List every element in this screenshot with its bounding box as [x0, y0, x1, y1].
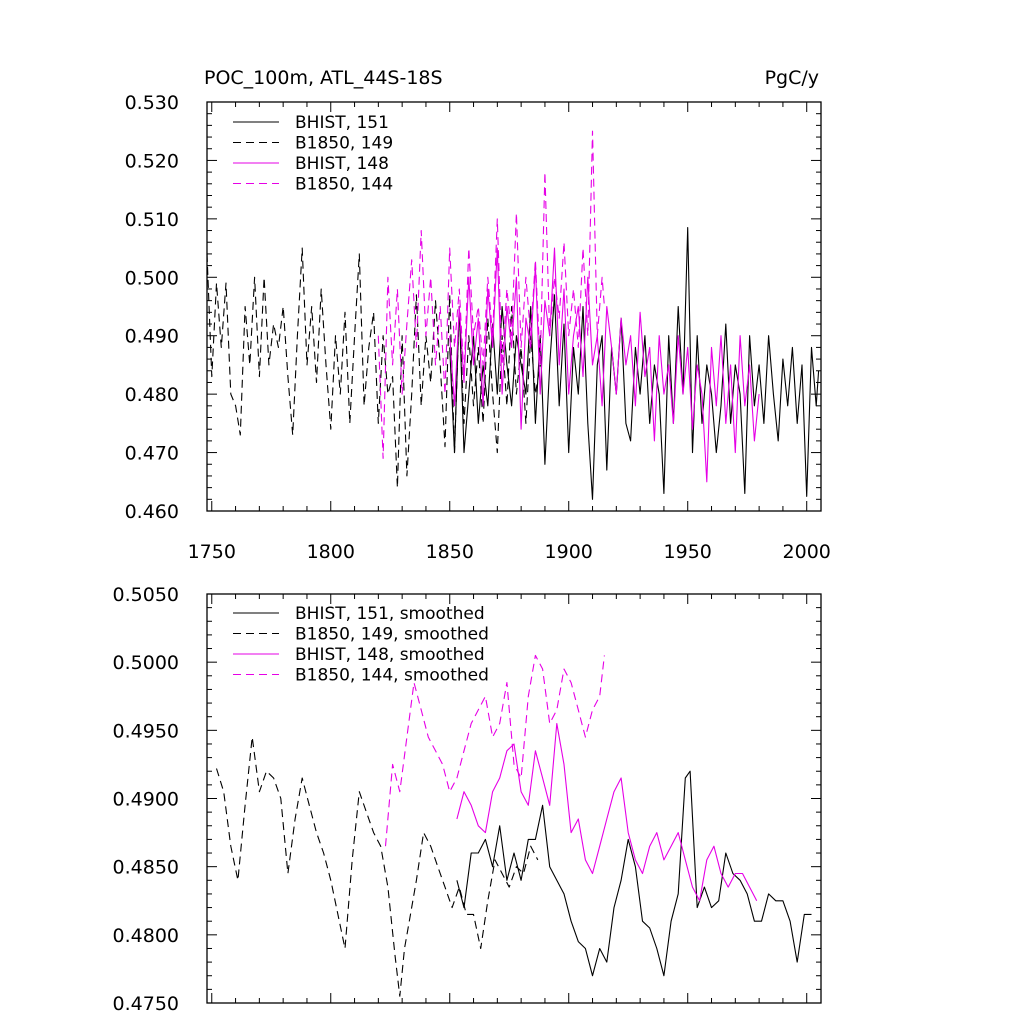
x-tick-label: 1750: [188, 541, 236, 563]
y-tick-label: 0.5000: [113, 652, 179, 674]
series-line-4: [377, 130, 605, 459]
x-tick-label: 1900: [545, 541, 593, 563]
x-tick-label: 2000: [783, 541, 831, 563]
legend-label-1: BHIST, 151, smoothed: [295, 604, 485, 624]
y-tick-label: 0.4850: [113, 857, 179, 879]
series-line-3: [449, 247, 760, 483]
series-line-2: [206, 247, 541, 489]
legend-label-3: BHIST, 148: [295, 154, 389, 174]
top-panel: 0.460 0.470 0.480 0.490 0.500 0.510 0.520 0.530…: [125, 67, 831, 563]
legend-label-3: BHIST, 148, smoothed: [295, 645, 485, 665]
y-tick-label: 0.490: [125, 326, 179, 348]
units-label: PgC/y: [765, 67, 819, 89]
series-line-3: [456, 722, 758, 902]
legend-label-1: BHIST, 151: [295, 113, 389, 133]
y-tick-label: 0.4950: [113, 720, 179, 742]
x-tick-label: 1800: [307, 541, 355, 563]
series-line-1: [449, 227, 820, 500]
legend-label-2: B1850, 149: [295, 134, 393, 154]
y-tick-label: 0.480: [125, 384, 179, 406]
y-tick-label: 0.470: [125, 443, 179, 465]
legend-label-4: B1850, 144: [295, 175, 393, 195]
y-tick-label: 0.4800: [113, 925, 179, 947]
y-tick-label: 0.5050: [113, 584, 179, 606]
y-tick-label: 0.510: [125, 209, 179, 231]
legend-label-4: B1850, 144, smoothed: [295, 666, 489, 686]
y-tick-label: 0.500: [125, 267, 179, 289]
plot-frame: [206, 101, 822, 512]
series-line-4: [384, 654, 605, 847]
series-line-1: [456, 770, 812, 977]
y-tick-label: 0.460: [125, 501, 179, 523]
y-tick-label: 0.4750: [113, 993, 179, 1015]
x-tick-label: 1950: [664, 541, 712, 563]
legend-label-2: B1850, 149, smoothed: [295, 625, 489, 645]
x-tick-label: 1850: [426, 541, 474, 563]
y-tick-label: 0.520: [125, 150, 179, 172]
y-tick-label: 0.530: [125, 92, 179, 114]
chart-title: POC_100m, ATL_44S-18S: [204, 67, 443, 89]
bottom-panel: 0.4750 0.4800 0.4850 0.4900 0.4950 0.5000 0.50…: [113, 584, 822, 1015]
y-tick-label: 0.4900: [113, 789, 179, 811]
series-line-2: [215, 736, 539, 997]
